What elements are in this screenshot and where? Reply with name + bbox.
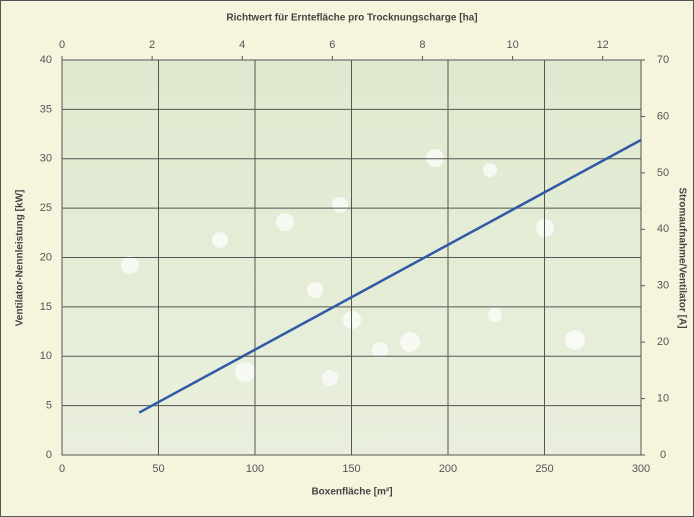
x-tick-label: 150 [342,463,360,475]
x2-tick-label: 4 [239,39,245,51]
x-tick-label: 250 [535,463,553,475]
plot-border [61,59,642,456]
y-tick-label: 15 [40,301,52,313]
y2-tick-label: 70 [657,54,669,66]
x2-tick-label: 10 [506,39,518,51]
x-axis-label: Boxenfläche [m²] [311,487,392,498]
data-line [138,138,642,414]
y-tick-label: 5 [46,400,52,412]
y-tick-label: 35 [40,103,52,115]
x-tick-label: 100 [246,463,264,475]
x2-tick-label: 12 [597,39,609,51]
x2-tick-label: 6 [329,39,335,51]
y2-tick-label: 30 [657,280,669,292]
y-tick-label: 40 [40,54,52,66]
x-tick-label: 200 [439,463,457,475]
y2-tick-label: 60 [657,110,669,122]
y-axis-label: Ventilator-Nennleistung [kW] [15,190,26,327]
x2-tick-label: 8 [419,39,425,51]
y-tick-label: 0 [46,449,52,461]
y2-tick-label: 0 [660,449,666,461]
meadow-flowers [121,149,585,386]
y-tick-label: 25 [40,202,52,214]
x2-tick-label: 0 [59,39,65,51]
x2-axis-label: Richtwert für Erntefläche pro Trocknungs… [226,13,477,24]
x-tick-label: 50 [152,463,164,475]
x-tick-label: 0 [59,463,65,475]
y-tick-label: 20 [40,251,52,263]
y2-tick-label: 50 [657,167,669,179]
y2-tick-label: 40 [657,223,669,235]
y2-axis-label: Stromaufnahme/Ventilator [A] [676,187,687,328]
y-tick-label: 30 [40,153,52,165]
y2-tick-label: 10 [657,392,669,404]
y2-tick-label: 20 [657,336,669,348]
x2-tick-label: 2 [149,39,155,51]
y-tick-label: 10 [40,350,52,362]
x-tick-label: 300 [632,463,650,475]
